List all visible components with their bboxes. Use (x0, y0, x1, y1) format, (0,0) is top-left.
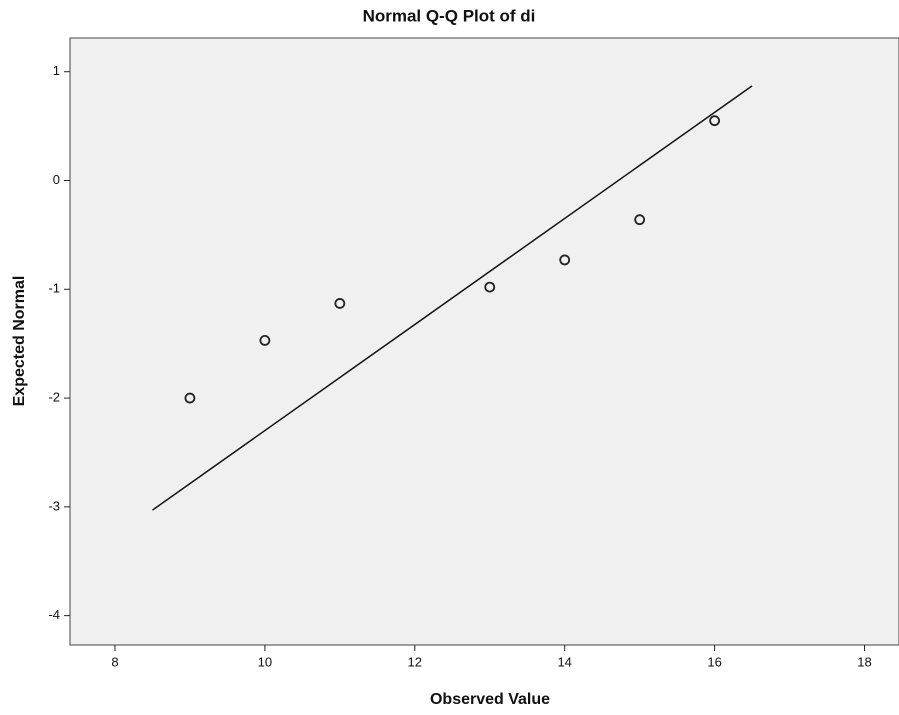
point (484, 281, 496, 293)
plot-area (69, 37, 899, 646)
x-tick-label: 12 (408, 654, 422, 669)
point (334, 298, 346, 309)
y-tick-label: 1 (53, 63, 60, 78)
x-tick-label: 10 (258, 654, 272, 669)
x-axis-title: Observed Value (430, 691, 550, 708)
x-tick-label: 16 (707, 654, 721, 669)
y-axis-title: Expected Normal (11, 276, 28, 407)
point (559, 254, 571, 266)
chart-title: Normal Q-Q Plot of di (363, 6, 536, 25)
x-tick-label: 18 (857, 654, 871, 669)
x-tick-label: 8 (111, 654, 118, 669)
point (259, 335, 271, 346)
y-tick-label: -2 (48, 390, 60, 405)
point (634, 214, 646, 226)
reference-line (152, 85, 753, 511)
y-tick-label: -1 (48, 281, 60, 296)
x-tick-label: 14 (557, 654, 571, 669)
y-tick-label: -4 (48, 607, 60, 622)
point (184, 392, 196, 404)
y-tick-label: 0 (53, 172, 60, 187)
point (709, 115, 721, 127)
y-tick-label: -3 (48, 498, 60, 513)
